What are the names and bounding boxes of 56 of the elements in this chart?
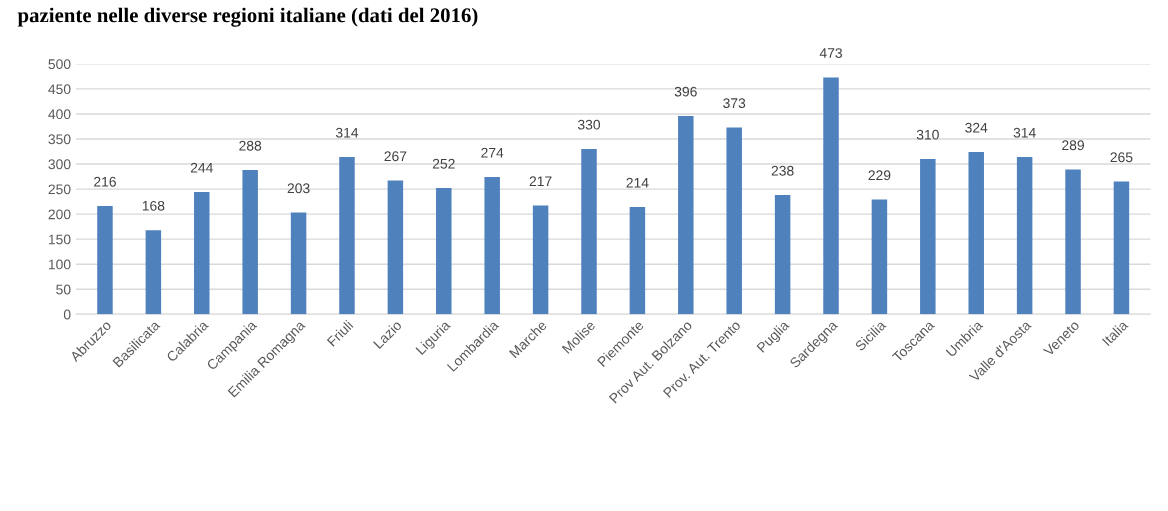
y-tick-label: 150: [48, 234, 71, 245]
data-label: 244: [190, 162, 213, 173]
data-label: 289: [1062, 140, 1084, 151]
data-label: 216: [94, 176, 116, 187]
data-label: 373: [723, 98, 746, 109]
bar: [726, 127, 742, 315]
bar: [920, 159, 936, 315]
bar: [145, 230, 162, 315]
data-label: 217: [529, 176, 552, 187]
y-tick-label: 450: [48, 84, 71, 95]
bar: [1016, 157, 1033, 315]
data-label: 229: [868, 170, 891, 181]
data-label: 396: [674, 86, 697, 97]
data-label: 314: [335, 127, 359, 138]
bar: [774, 195, 791, 315]
data-label: 274: [481, 147, 504, 158]
y-tick-label: 200: [48, 209, 71, 220]
data-label: 265: [1110, 152, 1133, 163]
data-label: 288: [239, 140, 262, 151]
bar: [1065, 169, 1081, 315]
bar: [532, 205, 549, 315]
bar: [97, 206, 113, 315]
data-label: 314: [1013, 127, 1036, 138]
bar: [1113, 181, 1130, 315]
bar: [871, 199, 888, 315]
bar: [629, 207, 646, 315]
bar: [823, 77, 839, 315]
bar: [581, 149, 597, 315]
chart-title: paziente nelle diverse regioni italiane (dati del 2016): [17, 7, 478, 27]
bar: [484, 177, 500, 315]
y-tick-label: 350: [48, 134, 71, 145]
bar: [678, 115, 694, 315]
data-label: 324: [965, 122, 988, 133]
bar: [290, 212, 307, 315]
y-tick-label: 400: [48, 109, 71, 120]
y-tick-label: 100: [48, 259, 71, 270]
data-label: 330: [577, 119, 601, 130]
data-label: 203: [287, 183, 310, 194]
y-tick-label: 500: [48, 59, 71, 70]
bar: [339, 157, 355, 315]
bar: [968, 152, 984, 315]
y-tick-label: 0: [63, 309, 71, 320]
bar: [436, 188, 452, 315]
y-tick-label: 300: [48, 159, 71, 170]
bar: [194, 192, 210, 315]
data-label: 473: [819, 48, 842, 58]
data-label: 214: [626, 177, 649, 188]
bar: [242, 170, 258, 315]
y-tick-label: 50: [56, 284, 71, 295]
data-label: 310: [916, 129, 939, 140]
data-label: 267: [384, 151, 407, 162]
bar: [387, 180, 404, 315]
y-tick-label: 250: [48, 184, 71, 195]
data-label: 238: [771, 165, 794, 176]
data-label: 252: [432, 158, 455, 169]
data-label: 168: [142, 200, 165, 211]
